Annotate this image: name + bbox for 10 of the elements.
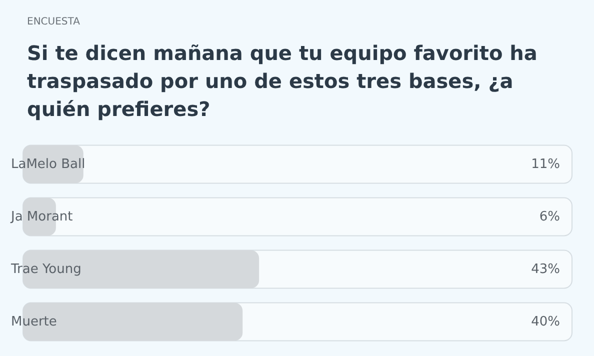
data-label: 43% — [531, 262, 560, 277]
data-label: 6% — [539, 209, 560, 224]
y-tick-label: LaMelo Ball — [11, 156, 86, 172]
y-tick-label: Muerte — [11, 314, 57, 330]
chart-subtitle: ENCUESTA — [27, 16, 80, 28]
data-label: 40% — [531, 314, 560, 330]
y-tick-label: Ja Morant — [10, 209, 73, 224]
chart-title: Si te dicen mañana que tu equipo favorito ha traspasado por uno de estos tres bases, ¿a quién prefieres? — [27, 41, 544, 121]
data-label: 11% — [531, 156, 560, 172]
y-tick-label: Trae Young — [10, 262, 82, 277]
